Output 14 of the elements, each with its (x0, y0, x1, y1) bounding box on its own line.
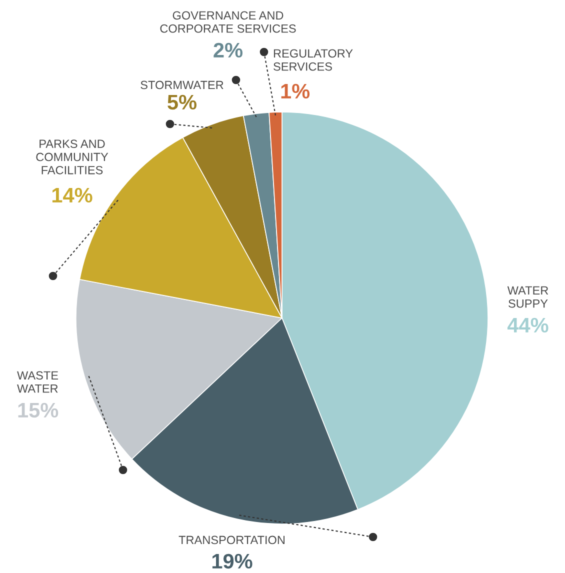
slice-label: TRANSPORTATION (178, 536, 285, 544)
data-label: 5% (168, 94, 197, 110)
slice-label: REGULATORY SERVICES (274, 49, 353, 71)
slice-label: STORMWATER (140, 80, 224, 90)
slice-label: GOVERNANCE AND CORPORATE SERVICES (160, 11, 296, 33)
slice-label: WASTE WATER (17, 371, 58, 393)
data-label: 2% (214, 42, 243, 58)
data-label: 19% (212, 554, 252, 569)
slice-label: WATER SUPPY (507, 286, 548, 308)
data-label: 14% (52, 188, 92, 203)
data-label: 15% (18, 402, 58, 418)
data-label: 44% (507, 318, 548, 333)
data-label: 1% (281, 84, 310, 99)
slice-label: PARKS AND COMMUNITY FACILITIES (36, 140, 108, 174)
